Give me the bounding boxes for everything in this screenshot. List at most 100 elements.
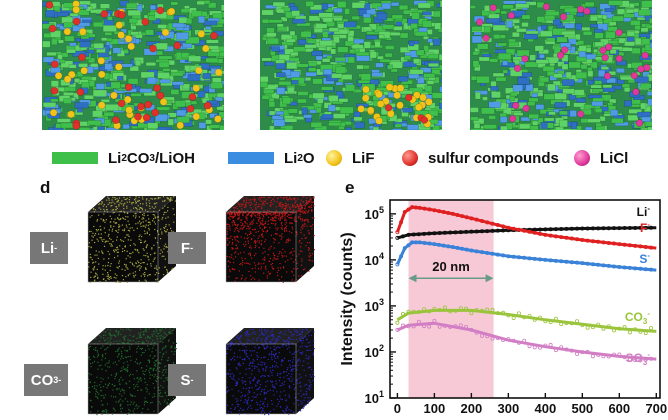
cube-voxel [255, 207, 256, 208]
cube-voxel [244, 263, 245, 264]
cube-voxel [286, 222, 287, 223]
cube-voxel [310, 366, 311, 367]
cube-voxel [140, 203, 141, 204]
cube-voxel [107, 209, 108, 210]
cube-voxel [170, 328, 171, 329]
sei-block [513, 85, 523, 92]
cube-voxel [146, 329, 147, 330]
cube-voxel [144, 378, 145, 379]
cube-voxel [227, 213, 228, 214]
cube-voxel [175, 348, 176, 349]
x-tick-label: 200 [461, 401, 483, 416]
cube-voxel [147, 232, 148, 233]
cube-voxel [162, 251, 163, 252]
cube-voxel [108, 204, 109, 205]
sei-block [595, 42, 604, 47]
cube-voxel [107, 197, 108, 198]
cube-front [226, 344, 296, 414]
cube-voxel [139, 239, 140, 240]
cube-voxel [312, 260, 313, 261]
sei-block [529, 114, 539, 119]
sei-block [428, 63, 438, 66]
cube-voxel [122, 347, 123, 348]
cube-voxel [311, 369, 312, 370]
cube-voxel [273, 268, 274, 269]
sei-particle [73, 18, 80, 25]
cube-voxel [113, 250, 114, 251]
cube-voxel [96, 255, 97, 256]
cube-voxel [109, 333, 110, 334]
cube-voxel [251, 408, 252, 409]
cube-voxel [236, 383, 237, 384]
cube-voxel [248, 243, 249, 244]
cube-voxel [233, 262, 234, 263]
sei-particle [125, 106, 132, 113]
cube-voxel [107, 265, 108, 266]
sei-particle [632, 88, 639, 95]
sei-block [415, 32, 428, 36]
sei-block [352, 16, 360, 20]
cube-voxel [106, 219, 107, 220]
cube-voxel [176, 343, 177, 344]
cube-voxel [138, 381, 139, 382]
cube-voxel [121, 269, 122, 270]
cube-voxel [272, 386, 273, 387]
cube-voxel [284, 215, 285, 216]
cube-voxel [301, 227, 302, 228]
cube-voxel [162, 342, 163, 343]
cube-voxel [297, 198, 298, 199]
cube-voxel [293, 339, 294, 340]
sei-particle [51, 87, 58, 94]
sei-particle [509, 115, 516, 122]
sei-block [69, 64, 76, 68]
cube-voxel [127, 234, 128, 235]
cube-voxel [239, 373, 240, 374]
cube-voxel [160, 249, 161, 250]
cube-voxel [108, 198, 109, 199]
cube-voxel [247, 356, 248, 357]
cube-voxel [165, 244, 166, 245]
sei-particle [149, 45, 156, 52]
cube-voxel [307, 339, 308, 340]
cube-voxel [309, 242, 310, 243]
cube-voxel [310, 397, 311, 398]
sei-block [283, 97, 291, 104]
cube-voxel [124, 340, 125, 341]
cube-voxel [251, 373, 252, 374]
cube-voxel [234, 353, 235, 354]
cube-voxel [102, 274, 103, 275]
cube-voxel [279, 380, 280, 381]
cube-voxel [133, 273, 134, 274]
cube-voxel [124, 350, 125, 351]
cube-voxel [92, 262, 93, 263]
sei-block [308, 68, 316, 72]
sei-block [366, 35, 377, 39]
cube-voxel [153, 345, 154, 346]
cube-voxel [307, 346, 308, 347]
cube-voxel [281, 252, 282, 253]
cube-voxel [270, 197, 271, 198]
cube-voxel [138, 406, 139, 407]
sei-block [297, 99, 306, 103]
cube-voxel [302, 219, 303, 220]
cube-voxel [249, 365, 250, 366]
sei-particle [397, 85, 404, 92]
cube-voxel [298, 404, 299, 405]
cube-voxel [176, 348, 177, 349]
sei-block [306, 72, 317, 76]
cube-voxel [312, 253, 313, 254]
cube-voxel [294, 331, 295, 332]
cube-voxel [300, 208, 301, 209]
cube-voxel [304, 219, 305, 220]
cube-voxel [308, 210, 309, 211]
cube-voxel [152, 348, 153, 349]
cube-voxel [302, 220, 303, 221]
sei-block [647, 92, 652, 96]
legend-swatch [402, 150, 418, 166]
cube-voxel [154, 198, 155, 199]
cube-voxel [275, 220, 276, 221]
cube-voxel [262, 404, 263, 405]
cube-voxel [291, 199, 292, 200]
sei-block [51, 39, 57, 45]
cube-voxel [240, 263, 241, 264]
